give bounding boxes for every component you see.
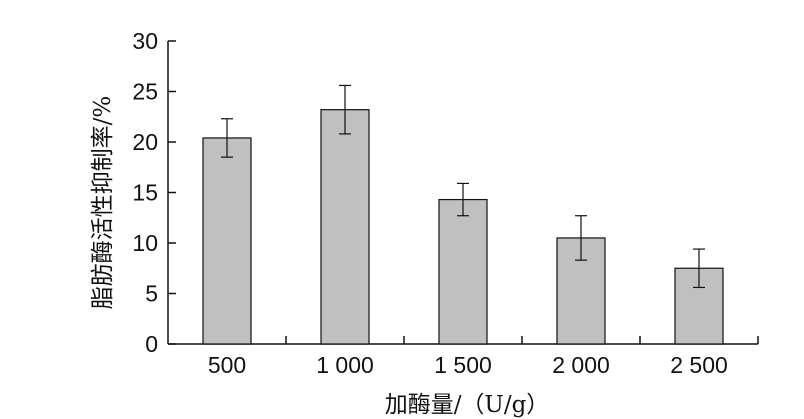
x-tick-label: 1 000 [316,352,374,378]
x-tick-label: 1 500 [434,352,492,378]
bars [202,109,724,345]
y-tick-label: 25 [132,79,158,105]
error-bars [221,84,705,289]
y-axis: 0 5 10 15 20 25 30 [132,28,176,357]
x-axis-title: 加酶量/（U/g） [385,392,550,418]
x-tick-label: 2 000 [552,352,610,378]
bar [202,137,252,345]
x-tick-label: 2 500 [670,352,728,378]
y-tick-label: 10 [132,230,158,256]
y-tick-label: 30 [132,28,158,54]
y-tick-label: 20 [132,129,158,155]
bar [438,198,488,345]
x-tick-label: 500 [208,352,246,378]
bar [320,109,370,345]
y-tick-label: 0 [145,331,158,357]
y-axis-title: 脂肪酶活性抑制率/% [90,96,116,310]
y-tick-label: 5 [145,281,158,307]
y-tick-label: 15 [132,180,158,206]
